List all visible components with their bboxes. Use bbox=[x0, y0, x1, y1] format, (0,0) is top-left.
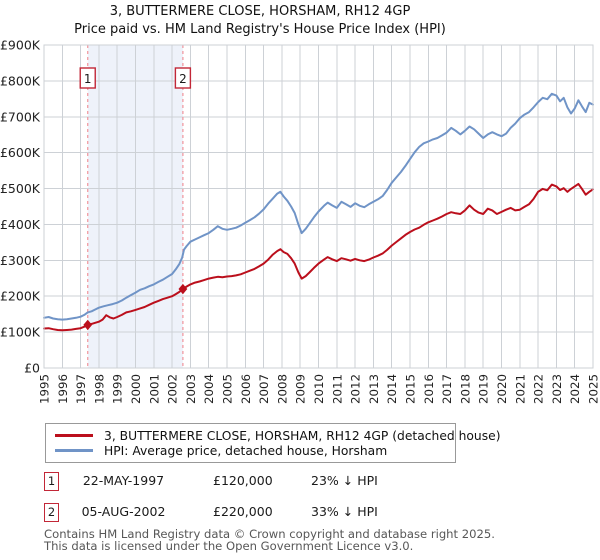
x-tick-label: 1997 bbox=[74, 374, 88, 404]
transaction-price: £120,000 bbox=[213, 473, 273, 488]
hpi-line bbox=[43, 92, 594, 321]
transaction-date: 05-AUG-2002 bbox=[81, 504, 166, 519]
x-tick-label: 2001 bbox=[147, 374, 161, 404]
price-line-swatch bbox=[55, 434, 93, 437]
x-tick-label: 1996 bbox=[56, 374, 70, 404]
plot-frame bbox=[43, 44, 594, 369]
transaction-date: 22-MAY-1997 bbox=[82, 473, 165, 488]
event-flag-1 bbox=[79, 67, 96, 89]
y-tick-label: £0 bbox=[24, 361, 40, 376]
x-tick-label: 2006 bbox=[239, 374, 253, 404]
x-tick-label: 2014 bbox=[385, 374, 399, 404]
event-flag-2 bbox=[174, 67, 192, 89]
x-tick-label: 2011 bbox=[330, 374, 344, 404]
license-footer: Contains HM Land Registry data © Crown c… bbox=[44, 527, 584, 553]
transaction-flag-1: 1 bbox=[44, 472, 59, 491]
y-tick-label: £600K bbox=[0, 145, 41, 160]
transaction-row: 2 05-AUG-2002 £220,000 33% ↓ HPI bbox=[0, 503, 600, 524]
sale-marker-1 bbox=[83, 319, 93, 331]
y-tick-label: £200K bbox=[0, 289, 41, 304]
x-tick-label: 1998 bbox=[92, 374, 106, 404]
x-tick-label: 2021 bbox=[513, 374, 527, 404]
x-tick-label: 2002 bbox=[166, 374, 180, 404]
x-tick-label: 2009 bbox=[294, 374, 308, 404]
x-tick-label: 2024 bbox=[568, 374, 582, 404]
transaction-hpi-diff: 23% ↓ HPI bbox=[311, 473, 378, 488]
price-paid-line bbox=[43, 182, 594, 332]
gridlines bbox=[43, 44, 594, 369]
transaction-row: 1 22-MAY-1997 £120,000 23% ↓ HPI bbox=[0, 472, 600, 493]
y-tick-label: £500K bbox=[0, 181, 41, 196]
y-tick-label: £700K bbox=[0, 109, 41, 124]
page-subtitle: Price paid vs. HM Land Registry's House … bbox=[74, 22, 446, 37]
price-history-chart: 1 2 £0 £100K £200K £300K £400K £500K £600K £700K £… bbox=[0, 40, 600, 404]
page-title: 3, BUTTERMERE CLOSE, HORSHAM, RH12 4GP bbox=[109, 4, 411, 19]
x-tick-label: 2025 bbox=[587, 374, 600, 404]
x-tick-label: 2023 bbox=[550, 374, 564, 404]
y-tick-label: £900K bbox=[0, 40, 41, 53]
x-tick-label: 2010 bbox=[312, 374, 326, 404]
x-tick-label: 2015 bbox=[404, 374, 418, 404]
x-tick-label: 2016 bbox=[422, 374, 436, 404]
x-tick-label: 2019 bbox=[477, 374, 491, 404]
event-flag-label: 1 bbox=[84, 72, 92, 86]
x-tick-label: 2008 bbox=[275, 374, 289, 404]
legend: 3, BUTTERMERE CLOSE, HORSHAM, RH12 4GP (… bbox=[45, 423, 501, 463]
y-tick-label: £100K bbox=[0, 325, 41, 340]
legend-label-price-paid: 3, BUTTERMERE CLOSE, HORSHAM, RH12 4GP (… bbox=[104, 428, 501, 443]
event-flag-label: 2 bbox=[179, 72, 187, 86]
transaction-price: £220,000 bbox=[213, 504, 273, 519]
x-tick-label: 1995 bbox=[38, 374, 52, 404]
x-tick-label: 2005 bbox=[221, 374, 235, 404]
license-line-1: Contains HM Land Registry data © Crown c… bbox=[44, 527, 495, 541]
x-tick-label: 2018 bbox=[458, 374, 472, 404]
hpi-line-swatch bbox=[55, 449, 93, 452]
y-tick-label: £400K bbox=[0, 217, 41, 232]
x-tick-label: 2004 bbox=[202, 374, 216, 404]
x-tick-label: 2013 bbox=[367, 374, 381, 404]
license-line-2: This data is licensed under the Open Gov… bbox=[44, 538, 414, 553]
x-tick-label: 2012 bbox=[349, 374, 363, 404]
x-tick-label: 2000 bbox=[129, 374, 143, 404]
transaction-flag-2: 2 bbox=[44, 503, 59, 522]
legend-item-price-paid: 3, BUTTERMERE CLOSE, HORSHAM, RH12 4GP (… bbox=[55, 428, 501, 443]
legend-item-hpi: HPI: Average price, detached house, Hors… bbox=[55, 443, 447, 458]
y-tick-label: £800K bbox=[0, 73, 41, 88]
y-tick-label: £300K bbox=[0, 253, 41, 268]
legend-label-hpi: HPI: Average price, detached house, Hors… bbox=[104, 443, 388, 458]
x-tick-label: 1999 bbox=[111, 374, 125, 404]
x-tick-label: 2017 bbox=[440, 374, 454, 404]
x-tick-label: 2020 bbox=[495, 374, 509, 404]
x-tick-label: 2022 bbox=[532, 374, 546, 404]
x-tick-label: 2003 bbox=[184, 374, 198, 404]
transaction-hpi-diff: 33% ↓ HPI bbox=[311, 504, 378, 519]
sale-marker-2 bbox=[178, 283, 188, 295]
x-tick-label: 2007 bbox=[257, 374, 271, 404]
